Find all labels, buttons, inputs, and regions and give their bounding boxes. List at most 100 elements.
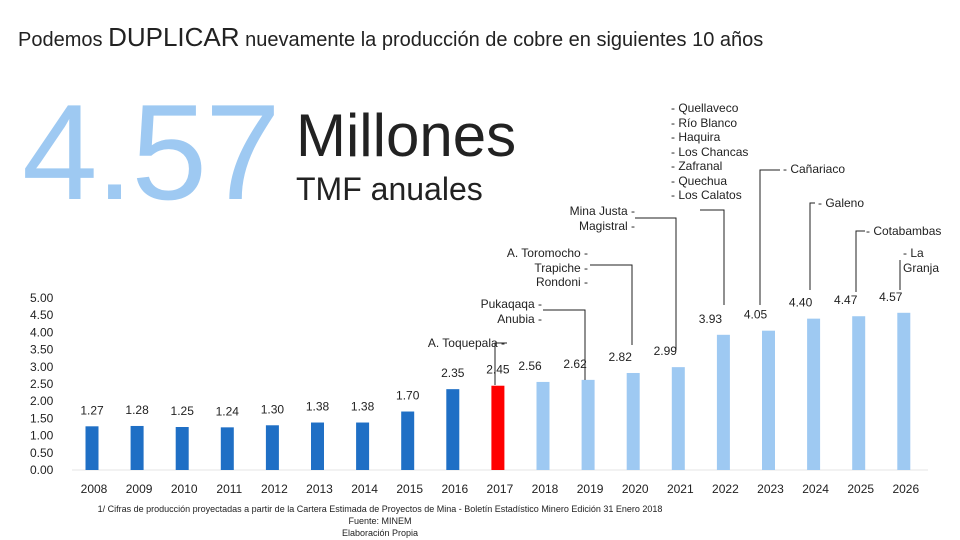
page-title: Podemos DUPLICAR nuevamente la producció… xyxy=(18,22,763,53)
bar-2014 xyxy=(356,422,370,470)
bar-value-label: 4.47 xyxy=(834,293,858,307)
bar-2013 xyxy=(311,422,324,470)
bar-value-label: 1.27 xyxy=(80,403,104,417)
x-tick-label: 2013 xyxy=(306,482,333,496)
footnote-credit: Elaboración Propia xyxy=(341,528,419,538)
bar-2019 xyxy=(581,379,595,470)
bar-2008 xyxy=(85,426,99,470)
bar-labels: 1.27 1.28 1.25 1.24 1.30 1.38 1.38 1.70 2.35 2.45… xyxy=(80,290,902,419)
x-tick-label: 2022 xyxy=(712,482,739,496)
annotation-mina-justa: Mina Justa - Magistral - xyxy=(569,204,635,233)
bar-value-label: 2.62 xyxy=(563,357,587,371)
highlight-unit-sub: TMF anuales xyxy=(296,171,483,207)
bar-2020 xyxy=(626,372,640,470)
y-tick-label: 1.50 xyxy=(30,411,54,425)
y-axis: 0.00 0.50 1.00 1.50 2.00 2.50 3.00 3.50 4.00 4.50… xyxy=(30,291,54,477)
y-tick-label: 0.00 xyxy=(30,463,54,477)
leader-pukaqaqa xyxy=(543,309,586,380)
leader-cotabambas xyxy=(855,230,865,292)
y-tick-label: 4.50 xyxy=(30,308,54,322)
y-tick-label: 5.00 xyxy=(30,291,54,305)
highlight-unit-main: Millones xyxy=(296,102,517,169)
x-tick-label: 2026 xyxy=(892,482,919,496)
bar-2016 xyxy=(446,389,460,470)
x-axis-ticks: 2008 2009 2010 2011 2012 2013 2014 2015 2016 2017… xyxy=(81,482,920,496)
bar-2023 xyxy=(762,330,775,470)
bar-2018 xyxy=(536,381,550,470)
bar-value-label: 4.57 xyxy=(879,290,903,304)
bar-value-label: 3.93 xyxy=(699,312,723,326)
x-tick-label: 2024 xyxy=(802,482,829,496)
bar-value-label: 1.30 xyxy=(261,402,285,416)
x-tick-label: 2014 xyxy=(351,482,378,496)
footnote-source: Fuente: MINEM xyxy=(348,516,412,526)
bar-value-label: 2.82 xyxy=(609,350,633,364)
annotation-toromocho: A. Toromocho - Trapiche - Rondoni - xyxy=(506,246,588,289)
bar-2011 xyxy=(220,427,234,470)
bar-value-label: 1.38 xyxy=(351,400,375,414)
x-tick-label: 2008 xyxy=(81,482,108,496)
annotation-leader-lines xyxy=(494,169,901,385)
bar-2021 xyxy=(671,367,685,470)
bar-2025 xyxy=(852,316,866,470)
bar-2015 xyxy=(401,411,415,470)
y-tick-label: 2.50 xyxy=(30,377,54,391)
bar-2024 xyxy=(807,318,821,470)
annotation-galeno: - Galeno xyxy=(818,196,865,210)
bar-value-label: 1.38 xyxy=(306,400,330,414)
annotation-toquepala: A. Toquepala - xyxy=(427,336,505,350)
bar-2009 xyxy=(130,425,144,470)
x-tick-label: 2021 xyxy=(667,482,694,496)
bar-value-label: 1.24 xyxy=(216,404,240,418)
bar-2022 xyxy=(716,334,730,470)
x-tick-label: 2012 xyxy=(261,482,288,496)
annotation-canariaco: - Cañariaco xyxy=(783,162,846,176)
annotation-pukaqaqa: Pukaqaqa - Anubia - xyxy=(480,297,542,326)
bar-value-label: 4.05 xyxy=(744,308,768,322)
x-tick-label: 2025 xyxy=(847,482,874,496)
x-tick-label: 2010 xyxy=(171,482,198,496)
title-part-1: Podemos xyxy=(18,29,109,51)
bar-value-label: 2.99 xyxy=(654,344,678,358)
title-part-2: nuevamente la producción de cobre en sig… xyxy=(239,29,764,51)
leader-toquepala xyxy=(494,342,507,385)
footnote: 1/ Cifras de producción proyectadas a pa… xyxy=(0,503,760,539)
x-tick-label: 2017 xyxy=(487,482,514,496)
bar-value-label: 1.28 xyxy=(125,403,149,417)
y-tick-label: 0.50 xyxy=(30,446,54,460)
x-tick-label: 2019 xyxy=(577,482,604,496)
bar-value-label: 2.45 xyxy=(486,363,510,377)
bar-value-label: 4.40 xyxy=(789,296,813,310)
leader-quellaveco xyxy=(700,209,725,305)
y-tick-label: 3.50 xyxy=(30,343,54,357)
annotation-quellaveco-group: - Quellaveco - Río Blanco - Haquira - Lo… xyxy=(671,101,749,202)
bar-value-label: 1.25 xyxy=(171,404,195,418)
x-tick-label: 2009 xyxy=(126,482,153,496)
x-tick-label: 2015 xyxy=(396,482,423,496)
bar-value-label: 2.56 xyxy=(518,359,542,373)
y-tick-label: 3.00 xyxy=(30,360,54,374)
y-tick-label: 4.00 xyxy=(30,325,54,339)
bar-2010 xyxy=(175,427,189,470)
x-tick-label: 2020 xyxy=(622,482,649,496)
leader-galeno xyxy=(809,202,815,290)
bar-2017 xyxy=(491,385,505,470)
bar-2012 xyxy=(265,425,279,470)
bar-2026 xyxy=(897,312,911,470)
x-tick-label: 2023 xyxy=(757,482,784,496)
leader-canariaco xyxy=(759,169,780,305)
annotation-cotabambas: - Cotabambas xyxy=(866,224,942,238)
x-tick-label: 2018 xyxy=(532,482,559,496)
bar-value-label: 2.35 xyxy=(441,366,465,380)
annotation-la-granja: - La Granja xyxy=(903,246,940,275)
x-tick-label: 2016 xyxy=(441,482,468,496)
x-tick-label: 2011 xyxy=(216,482,242,496)
y-tick-label: 1.00 xyxy=(30,429,54,443)
bar-value-label: 1.70 xyxy=(396,389,420,403)
leader-mina-justa xyxy=(635,217,677,350)
title-emphasis: DUPLICAR xyxy=(108,22,240,52)
highlight-number: 4.57 xyxy=(22,76,281,228)
bars xyxy=(85,312,911,470)
footnote-source-note: 1/ Cifras de producción proyectadas a pa… xyxy=(97,504,663,514)
